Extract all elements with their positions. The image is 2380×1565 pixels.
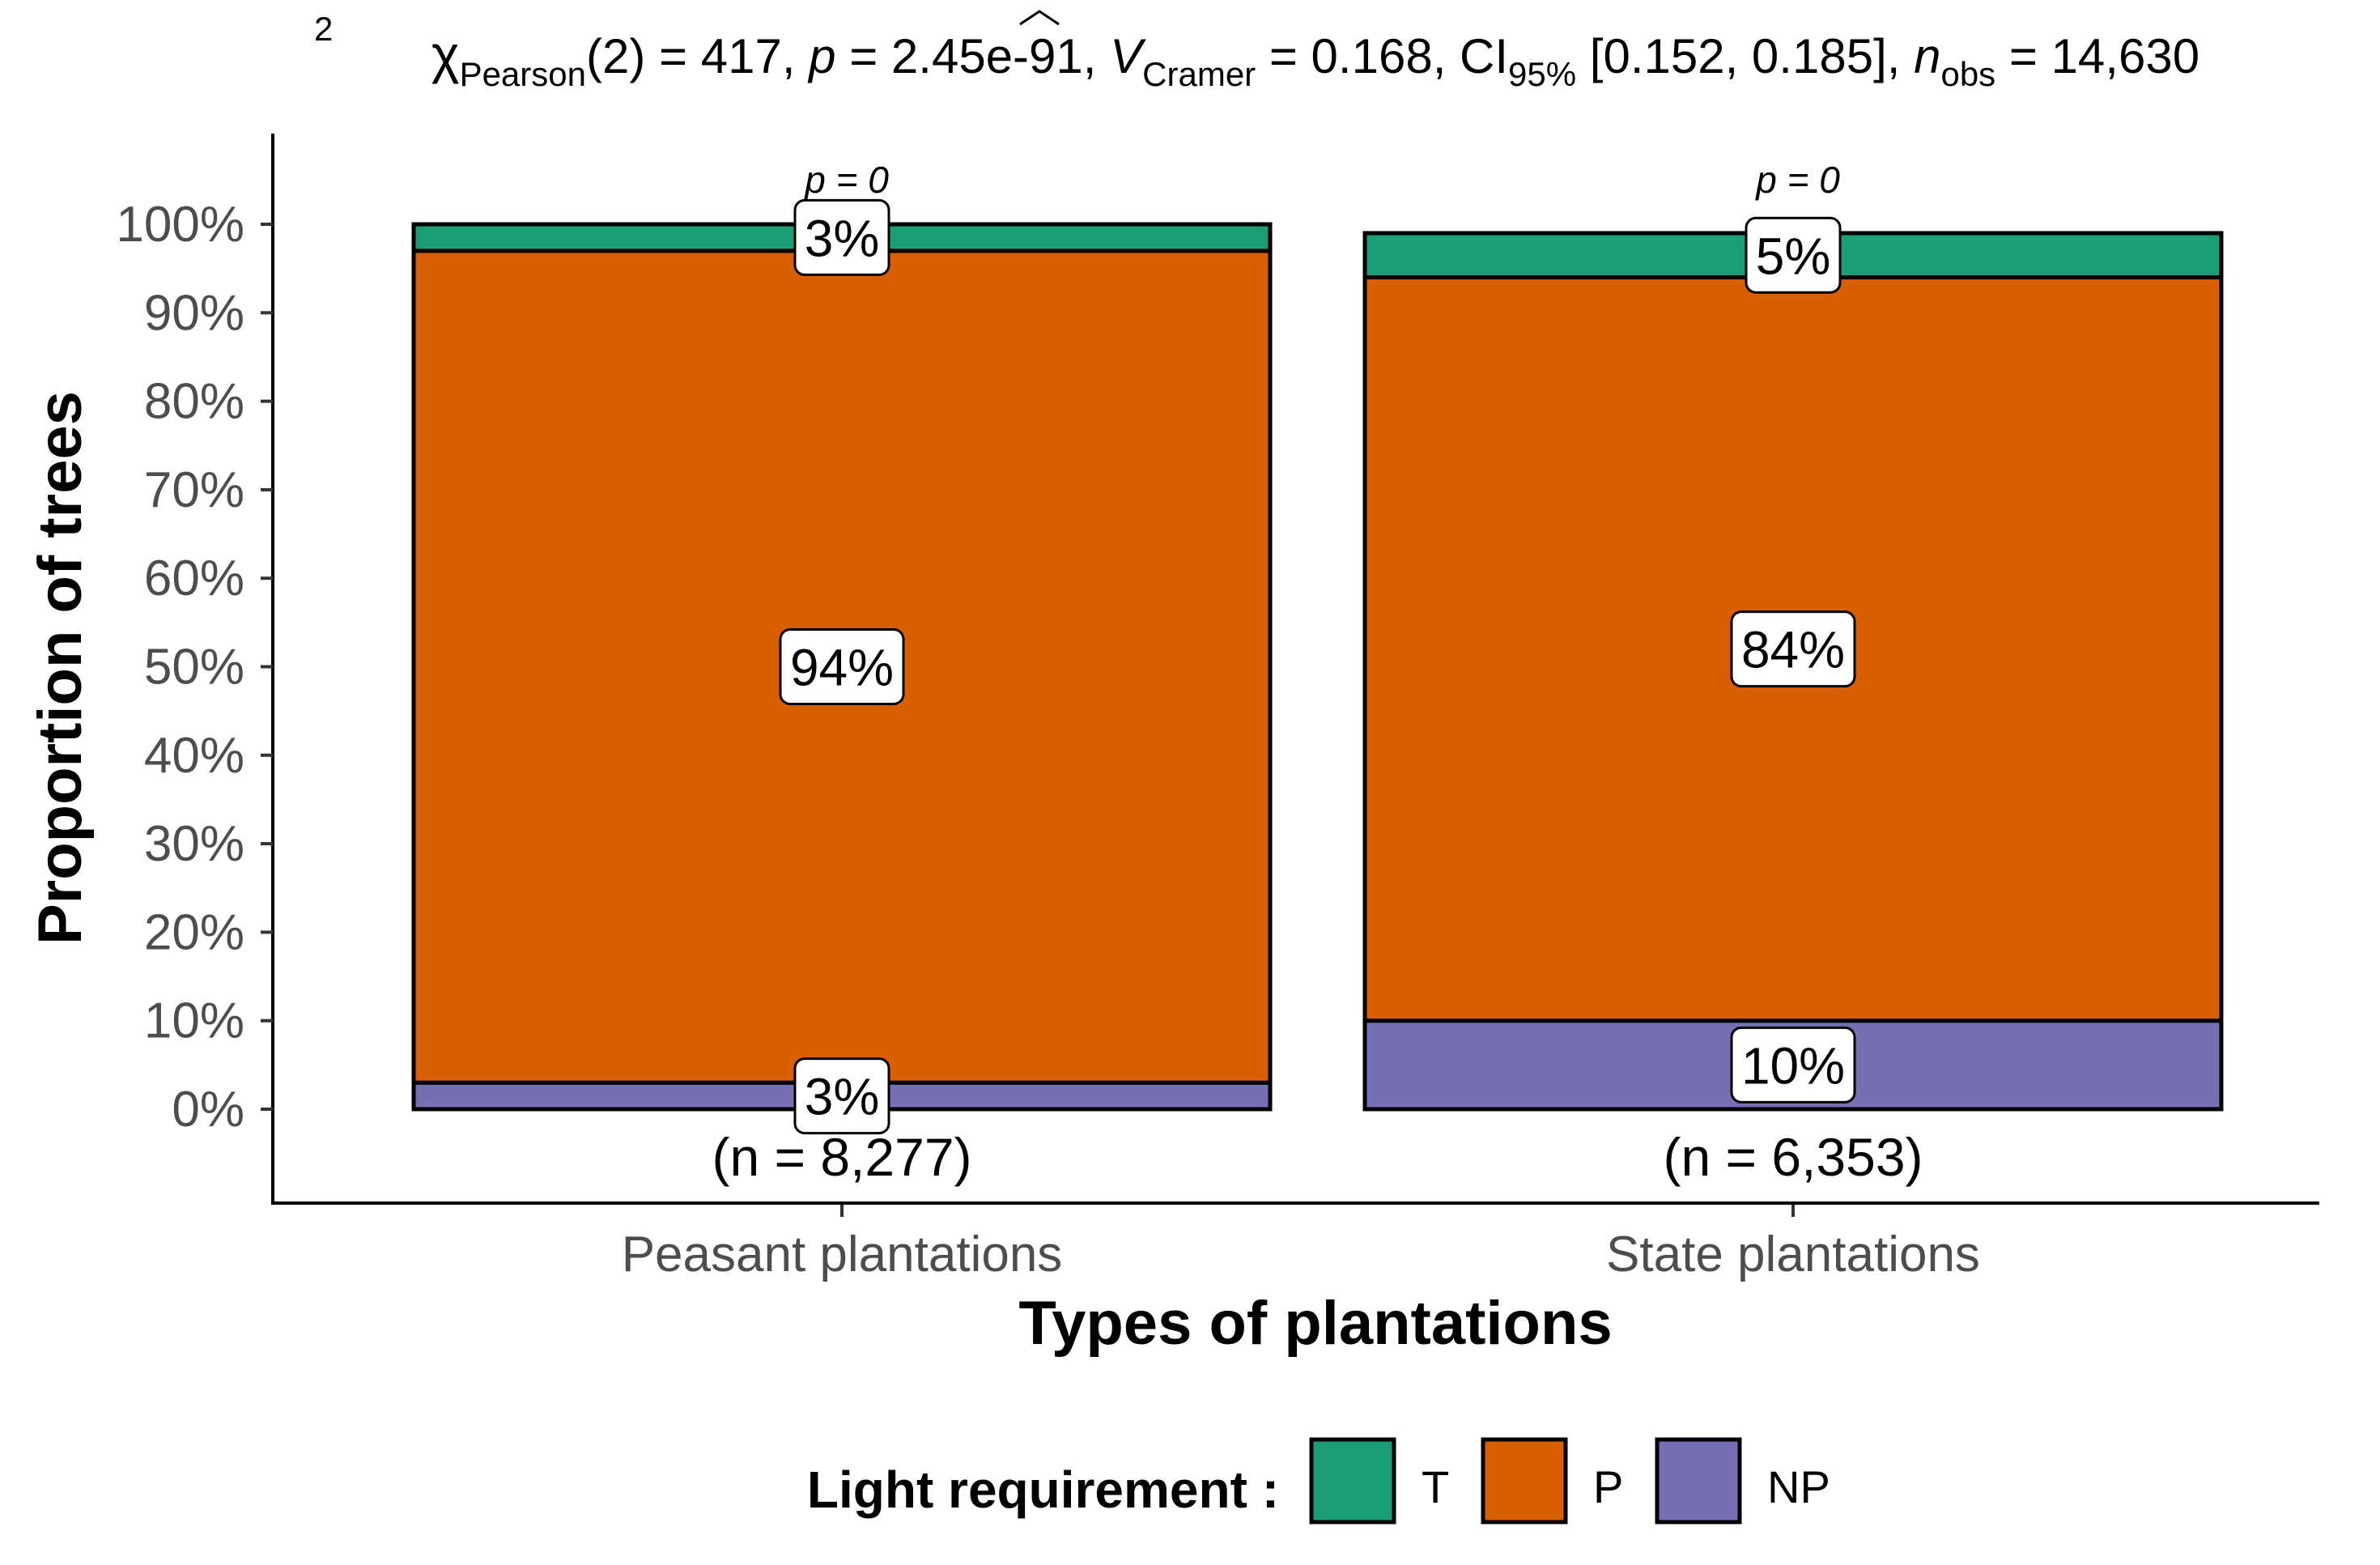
y-tick-label: 80% bbox=[144, 374, 244, 430]
subtitle-v-symbol: V bbox=[1110, 29, 1146, 83]
data-label-box-state-plantations-p bbox=[1730, 610, 1856, 688]
y-tick-label: 0% bbox=[172, 1082, 244, 1138]
legend-title: Light requirement : bbox=[807, 1461, 1279, 1519]
data-label-box-state-plantations-np bbox=[1730, 1026, 1856, 1104]
x-tick-label-state-plantations: State plantations bbox=[1606, 1227, 1980, 1282]
data-label-box-peasant-plantations-t bbox=[793, 198, 890, 276]
n-count-label-state-plantations: (n = 6,353) bbox=[1663, 1127, 1923, 1187]
legend-swatch-t bbox=[1309, 1437, 1396, 1525]
y-tick-label: 100% bbox=[116, 197, 244, 253]
legend-label-p: P bbox=[1593, 1461, 1623, 1512]
y-tick-label: 60% bbox=[144, 551, 244, 606]
legend-label-np: NP bbox=[1767, 1461, 1830, 1512]
subtitle-chi-superscript: 2 bbox=[314, 10, 333, 48]
y-tick-label: 40% bbox=[144, 728, 244, 784]
y-tick-label: 50% bbox=[144, 640, 244, 695]
legend-swatch-p bbox=[1481, 1437, 1568, 1525]
data-label-box-peasant-plantations-np bbox=[793, 1057, 890, 1135]
y-tick-label: 70% bbox=[144, 462, 244, 518]
subtitle-n-symbol: n bbox=[1914, 29, 1940, 83]
subtitle-p-value: = 2.45e-91, bbox=[836, 29, 1111, 83]
subtitle-n-value: = 14,630 bbox=[1995, 29, 2199, 83]
p-value-label-state-plantations: p = 0 bbox=[1754, 159, 1840, 201]
y-tick-label: 20% bbox=[144, 904, 244, 960]
y-axis-ticks: 0% 10% 20% 30% 40% 50% 60% 70% 80% 90% 100% bbox=[116, 197, 273, 1138]
bars bbox=[411, 222, 2224, 1112]
legend-label-t: T bbox=[1422, 1461, 1449, 1512]
y-tick-label: 30% bbox=[144, 816, 244, 872]
data-label-peasant-plantations-p: 94% bbox=[790, 639, 894, 697]
v-hat-accent bbox=[1019, 10, 1060, 26]
subtitle-ci-value: [0.152, 0.185], bbox=[1576, 29, 1914, 83]
data-label-state-plantations-p: 84% bbox=[1741, 621, 1845, 679]
subtitle-v-value: = 0.168, CI bbox=[1256, 29, 1508, 83]
subtitle-p-symbol: p bbox=[807, 29, 835, 83]
legend-swatch-np bbox=[1655, 1437, 1742, 1525]
subtitle-ci-sub: 95% bbox=[1508, 55, 1576, 93]
data-label-peasant-plantations-t: 3% bbox=[805, 209, 880, 267]
n-count-label-peasant-plantations: (n = 8,277) bbox=[712, 1127, 971, 1187]
x-axis-title: Types of plantations bbox=[1018, 1289, 1612, 1358]
data-label-state-plantations-t: 5% bbox=[1756, 227, 1831, 285]
y-tick-label: 90% bbox=[144, 285, 244, 341]
legend: Light requirement : T P NP bbox=[807, 1437, 1830, 1525]
subtitle-chi: χ bbox=[431, 24, 460, 84]
data-label-peasant-plantations-np: 3% bbox=[805, 1068, 880, 1126]
x-tick-label-peasant-plantations: Peasant plantations bbox=[622, 1227, 1063, 1282]
y-tick-label: 10% bbox=[144, 993, 244, 1049]
x-axis-ticks: Peasant plantations State plantations bbox=[622, 1205, 1980, 1282]
p-value-label-peasant-plantations: p = 0 bbox=[803, 159, 889, 201]
subtitle-v-sub: Cramer bbox=[1142, 55, 1256, 93]
subtitle-df: (2) = 417, bbox=[586, 29, 809, 83]
data-label-state-plantations-np: 10% bbox=[1741, 1036, 1845, 1095]
subtitle-chi-sub: Pearson bbox=[460, 55, 586, 93]
y-axis-title: Proportion of trees bbox=[26, 391, 95, 945]
data-label-box-state-plantations-t bbox=[1745, 216, 1842, 294]
data-label-box-peasant-plantations-p bbox=[779, 628, 905, 705]
data-labels: 3% 94% 3% p = 0 (n = 8,277) 10% 84% 5% p = 0 (n =… bbox=[712, 159, 1923, 1187]
chart-subtitle: χPearson(2) = 417, p = 2.45e-91, VCramer… bbox=[431, 24, 2199, 93]
subtitle-n-sub: obs bbox=[1940, 55, 1995, 93]
